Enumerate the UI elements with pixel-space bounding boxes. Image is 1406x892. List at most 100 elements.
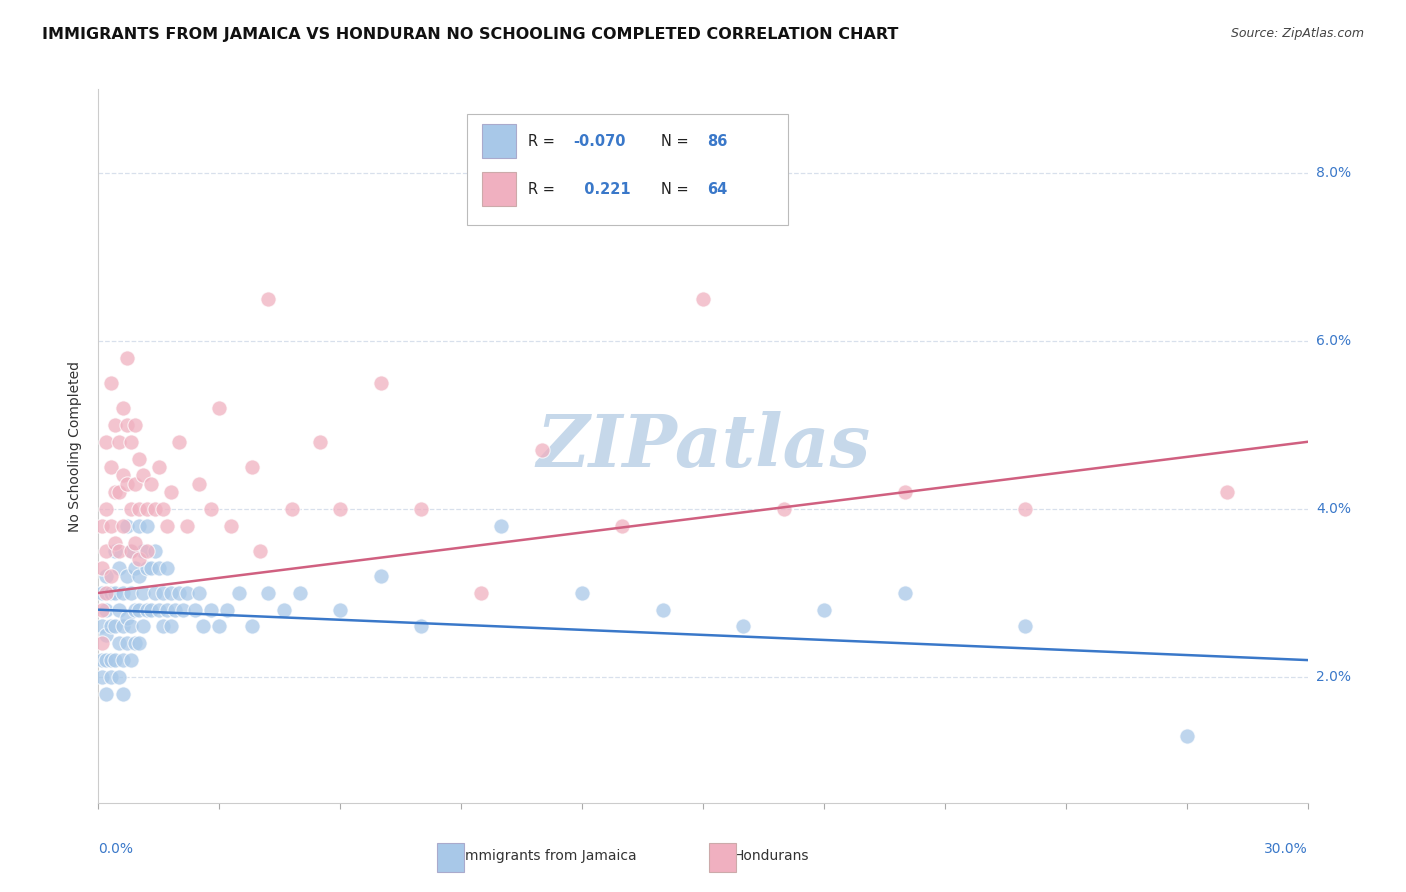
Point: [128, 636, 150, 650]
Point: [329, 502, 352, 516]
Point: [132, 468, 155, 483]
Point: [184, 603, 207, 617]
Point: [256, 586, 278, 600]
Text: R =: R =: [527, 182, 560, 196]
Text: 86: 86: [707, 134, 727, 149]
FancyBboxPatch shape: [709, 844, 735, 872]
Point: [409, 502, 432, 516]
Text: 6.0%: 6.0%: [1316, 334, 1351, 348]
Point: [96, 687, 118, 701]
Point: [470, 586, 492, 600]
Point: [132, 586, 155, 600]
Point: [120, 619, 142, 633]
Point: [115, 636, 138, 650]
Point: [188, 476, 211, 491]
Point: [103, 544, 125, 558]
Point: [156, 560, 179, 574]
Point: [107, 670, 129, 684]
Point: [124, 603, 146, 617]
Point: [111, 586, 134, 600]
Text: Hondurans: Hondurans: [734, 849, 808, 863]
Point: [107, 560, 129, 574]
Point: [148, 560, 170, 574]
Text: IMMIGRANTS FROM JAMAICA VS HONDURAN NO SCHOOLING COMPLETED CORRELATION CHART: IMMIGRANTS FROM JAMAICA VS HONDURAN NO S…: [42, 27, 898, 42]
Point: [409, 619, 432, 633]
Point: [135, 560, 157, 574]
Point: [115, 611, 138, 625]
Point: [1216, 485, 1239, 500]
Point: [107, 434, 129, 449]
Point: [309, 434, 332, 449]
Point: [167, 586, 190, 600]
Text: 2.0%: 2.0%: [1316, 670, 1351, 684]
Point: [152, 586, 174, 600]
Point: [256, 292, 278, 306]
Point: [111, 401, 134, 416]
Point: [132, 544, 155, 558]
Point: [103, 619, 125, 633]
Point: [111, 468, 134, 483]
FancyBboxPatch shape: [482, 172, 516, 206]
Point: [128, 552, 150, 566]
Point: [107, 636, 129, 650]
Point: [733, 619, 755, 633]
Point: [329, 603, 352, 617]
Point: [200, 603, 222, 617]
Point: [91, 670, 114, 684]
Point: [115, 476, 138, 491]
Point: [128, 518, 150, 533]
Text: Source: ZipAtlas.com: Source: ZipAtlas.com: [1230, 27, 1364, 40]
Point: [132, 619, 155, 633]
FancyBboxPatch shape: [482, 124, 516, 159]
Text: 64: 64: [707, 182, 727, 196]
Point: [96, 434, 118, 449]
Point: [128, 603, 150, 617]
Text: -0.070: -0.070: [574, 134, 626, 149]
Point: [135, 603, 157, 617]
Point: [139, 603, 162, 617]
Point: [571, 586, 593, 600]
Point: [96, 586, 118, 600]
Point: [124, 417, 146, 432]
Point: [103, 535, 125, 549]
Point: [103, 485, 125, 500]
Point: [128, 569, 150, 583]
Point: [612, 518, 634, 533]
Point: [103, 417, 125, 432]
Point: [91, 586, 114, 600]
Text: 4.0%: 4.0%: [1316, 502, 1351, 516]
Point: [124, 476, 146, 491]
Point: [96, 544, 118, 558]
Point: [91, 653, 114, 667]
Point: [115, 417, 138, 432]
Point: [163, 603, 186, 617]
Point: [240, 619, 263, 633]
Point: [370, 569, 392, 583]
FancyBboxPatch shape: [437, 844, 464, 872]
Point: [813, 603, 835, 617]
Point: [139, 476, 162, 491]
Text: 0.0%: 0.0%: [98, 842, 134, 855]
Point: [124, 535, 146, 549]
Point: [893, 586, 915, 600]
Text: N =: N =: [661, 182, 693, 196]
Point: [273, 603, 295, 617]
Point: [249, 544, 271, 558]
Point: [370, 376, 392, 390]
Point: [530, 443, 553, 458]
Point: [100, 586, 122, 600]
Point: [100, 376, 122, 390]
Point: [160, 586, 183, 600]
Point: [893, 485, 915, 500]
Text: 0.221: 0.221: [574, 182, 630, 196]
Point: [100, 569, 122, 583]
Point: [1014, 619, 1036, 633]
Point: [100, 653, 122, 667]
Point: [128, 502, 150, 516]
Point: [100, 670, 122, 684]
Text: 30.0%: 30.0%: [1264, 842, 1308, 855]
Text: R =: R =: [527, 134, 560, 149]
Point: [143, 502, 166, 516]
Point: [228, 586, 250, 600]
Point: [1175, 729, 1198, 743]
